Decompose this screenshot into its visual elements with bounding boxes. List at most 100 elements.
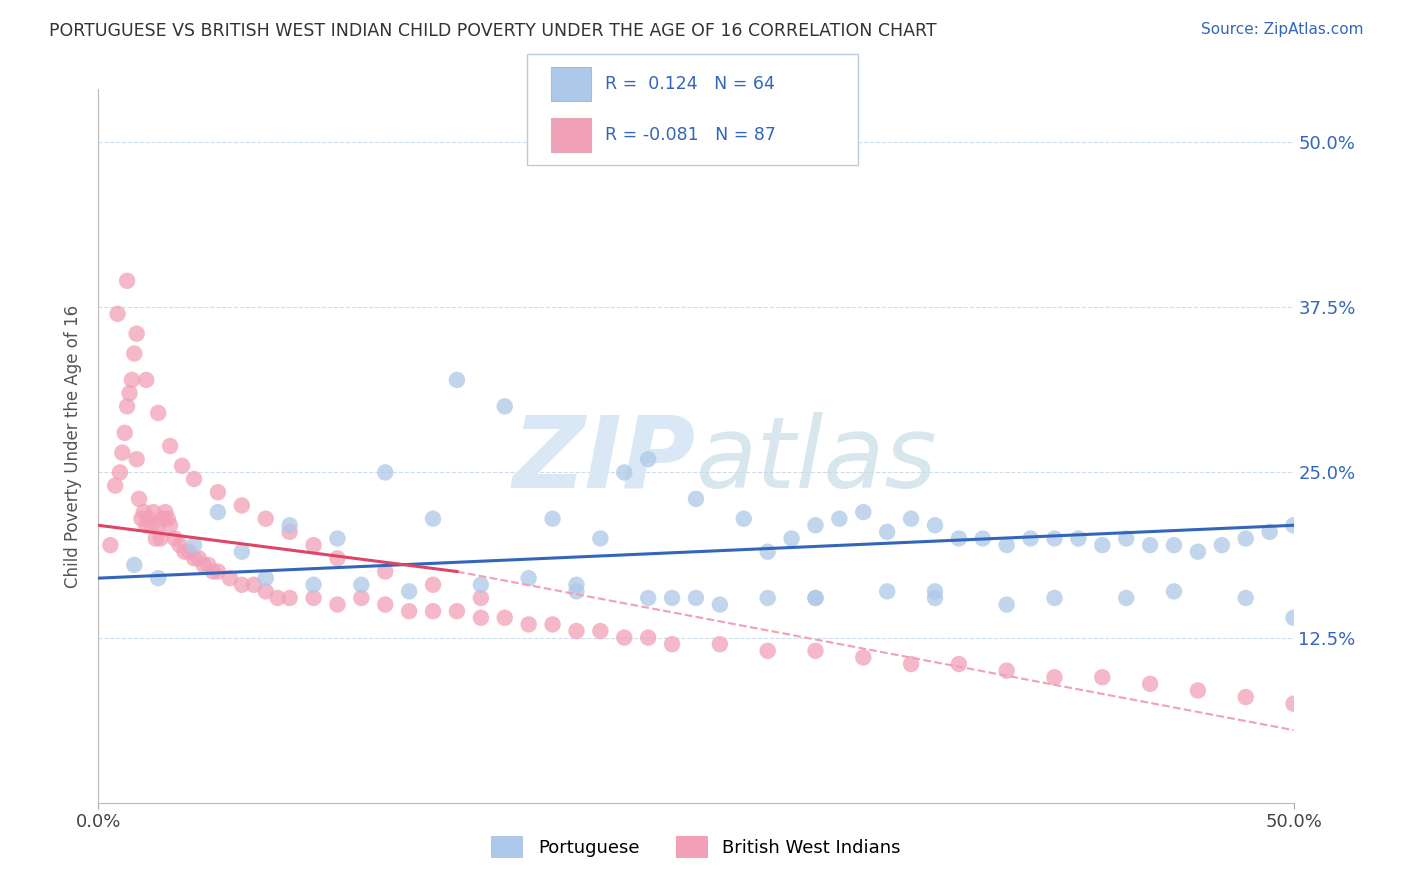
Point xyxy=(661,591,683,605)
Point xyxy=(374,598,396,612)
Point xyxy=(756,644,779,658)
Text: Source: ZipAtlas.com: Source: ZipAtlas.com xyxy=(1201,22,1364,37)
Point xyxy=(398,604,420,618)
Point xyxy=(1163,584,1185,599)
Point xyxy=(135,518,157,533)
Point xyxy=(1234,690,1257,704)
Point xyxy=(148,571,170,585)
Point xyxy=(115,400,138,414)
Point xyxy=(183,551,205,566)
Y-axis label: Child Poverty Under the Age of 16: Child Poverty Under the Age of 16 xyxy=(65,304,83,588)
Point xyxy=(1282,518,1305,533)
Point xyxy=(1043,532,1066,546)
Point xyxy=(900,511,922,525)
Point xyxy=(494,400,516,414)
Point xyxy=(326,532,349,546)
Point xyxy=(148,518,170,533)
Point xyxy=(733,511,755,525)
Point xyxy=(173,545,195,559)
Point xyxy=(152,511,174,525)
Point xyxy=(685,591,707,605)
Point xyxy=(98,538,122,552)
Point xyxy=(1282,697,1305,711)
Point xyxy=(254,571,277,585)
Point xyxy=(924,584,946,599)
Text: R = -0.081   N = 87: R = -0.081 N = 87 xyxy=(605,126,776,144)
Point xyxy=(422,578,444,592)
Point xyxy=(924,518,946,533)
Point xyxy=(219,571,242,585)
Point xyxy=(470,591,492,605)
Point xyxy=(135,373,157,387)
Point xyxy=(1234,591,1257,605)
Point xyxy=(155,505,177,519)
Point xyxy=(125,326,148,341)
Point xyxy=(589,624,612,638)
Point xyxy=(326,551,349,566)
Point xyxy=(1211,538,1233,552)
Point xyxy=(350,578,373,592)
Point xyxy=(613,631,636,645)
Legend: Portuguese, British West Indians: Portuguese, British West Indians xyxy=(484,829,908,865)
Point xyxy=(995,598,1018,612)
Point xyxy=(876,584,898,599)
Point xyxy=(278,518,301,533)
Point xyxy=(517,571,540,585)
Point xyxy=(149,532,172,546)
Point xyxy=(1067,532,1090,546)
Point xyxy=(852,505,875,519)
Point xyxy=(118,386,141,401)
Point xyxy=(1115,532,1137,546)
Point xyxy=(780,532,803,546)
Point xyxy=(104,478,127,492)
Point xyxy=(637,452,659,467)
Point xyxy=(1115,591,1137,605)
Point xyxy=(179,545,201,559)
Point xyxy=(159,518,181,533)
Point xyxy=(121,373,143,387)
Point xyxy=(852,650,875,665)
Text: ZIP: ZIP xyxy=(513,412,696,508)
Text: R =  0.124   N = 64: R = 0.124 N = 64 xyxy=(605,75,775,93)
Point xyxy=(589,532,612,546)
Point xyxy=(948,657,970,671)
Point xyxy=(1139,538,1161,552)
Point xyxy=(541,617,564,632)
Point xyxy=(995,664,1018,678)
Point xyxy=(231,499,253,513)
Point xyxy=(565,578,588,592)
Point xyxy=(470,578,492,592)
Point xyxy=(114,425,136,440)
Point xyxy=(350,591,373,605)
Point xyxy=(139,518,162,533)
Point xyxy=(124,346,146,360)
Point xyxy=(115,274,138,288)
Point xyxy=(326,598,349,612)
Point xyxy=(1187,683,1209,698)
Point xyxy=(163,532,186,546)
Point xyxy=(804,591,827,605)
Point xyxy=(156,511,179,525)
Point xyxy=(278,591,301,605)
Point xyxy=(278,524,301,539)
Point xyxy=(446,373,468,387)
Point xyxy=(111,445,134,459)
Point xyxy=(1139,677,1161,691)
Point xyxy=(613,466,636,480)
Point xyxy=(159,439,181,453)
Point xyxy=(374,466,396,480)
Point xyxy=(183,538,205,552)
Point xyxy=(709,637,731,651)
Point xyxy=(254,511,277,525)
Point xyxy=(125,452,148,467)
Point xyxy=(422,511,444,525)
Point xyxy=(187,551,209,566)
Point xyxy=(1043,670,1066,684)
Point xyxy=(267,591,290,605)
Point xyxy=(145,532,167,546)
Point xyxy=(565,624,588,638)
Point xyxy=(124,558,146,572)
Point xyxy=(108,466,131,480)
Point xyxy=(183,472,205,486)
Point xyxy=(1258,524,1281,539)
